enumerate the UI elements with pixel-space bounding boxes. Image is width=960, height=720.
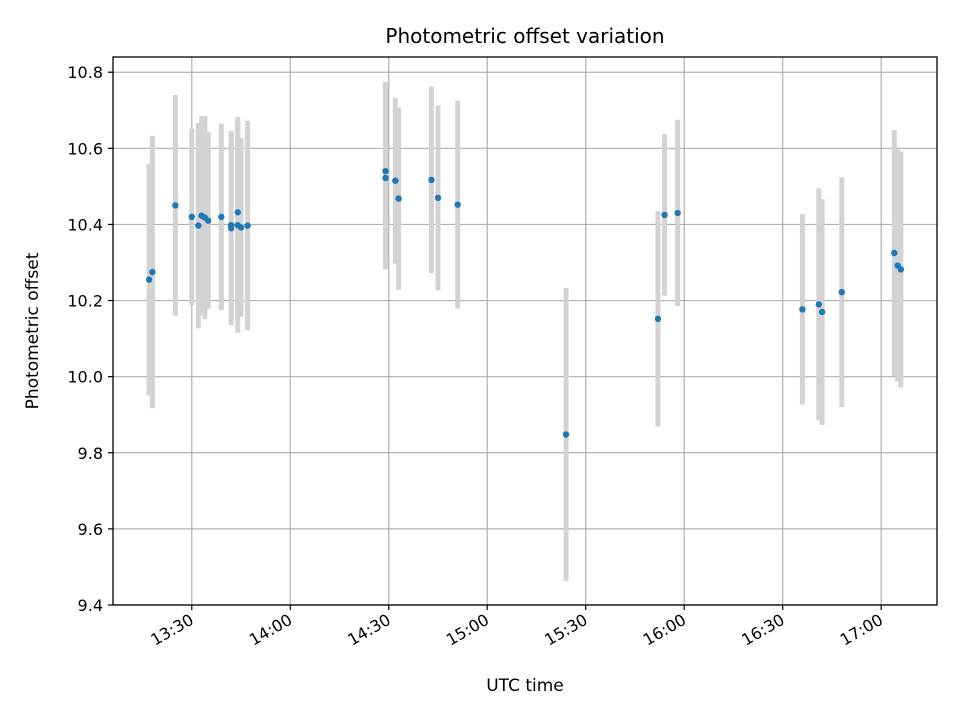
data-point	[454, 201, 461, 208]
data-point	[149, 268, 156, 276]
data-point	[392, 177, 399, 184]
y-axis-ticks: 9.4 9.6 9.8 10.0 10.2 10.4 10.6 10.8	[67, 63, 113, 615]
y-tick-label: 9.6	[78, 520, 103, 539]
data-point	[661, 211, 668, 219]
data-point	[434, 194, 442, 202]
y-tick-label: 10.6	[67, 139, 103, 158]
data-point	[234, 209, 241, 216]
data-points	[145, 167, 905, 438]
data-point	[815, 301, 823, 308]
data-point	[382, 174, 389, 182]
y-tick-label: 10.2	[67, 292, 103, 311]
plot-frame	[112, 56, 938, 606]
data-point	[205, 217, 212, 224]
data-point	[237, 224, 245, 231]
data-point	[382, 167, 389, 175]
data-point	[428, 176, 435, 184]
y-tick-label: 10.8	[67, 63, 103, 82]
y-axis-label: Photometric offset	[23, 252, 43, 409]
data-point	[799, 306, 806, 313]
y-tick-label: 10.0	[67, 368, 103, 387]
y-tick-label: 9.8	[78, 444, 103, 463]
data-point	[244, 222, 251, 229]
data-point	[674, 209, 681, 217]
data-point	[838, 288, 845, 296]
data-point	[654, 315, 662, 323]
data-point	[891, 249, 898, 257]
y-tick-label: 10.4	[67, 215, 103, 234]
data-point	[395, 195, 402, 202]
data-point	[145, 276, 153, 283]
data-point	[562, 431, 570, 438]
data-point	[195, 222, 202, 229]
chart-title: Photometric offset variation	[385, 24, 664, 48]
y-tick-label: 9.4	[78, 596, 103, 615]
data-point	[218, 213, 225, 221]
x-axis-label: UTC time	[486, 676, 564, 696]
data-point	[818, 308, 826, 316]
data-point	[897, 266, 905, 273]
data-point	[172, 202, 179, 209]
data-point	[188, 213, 195, 221]
data-point	[227, 222, 235, 229]
